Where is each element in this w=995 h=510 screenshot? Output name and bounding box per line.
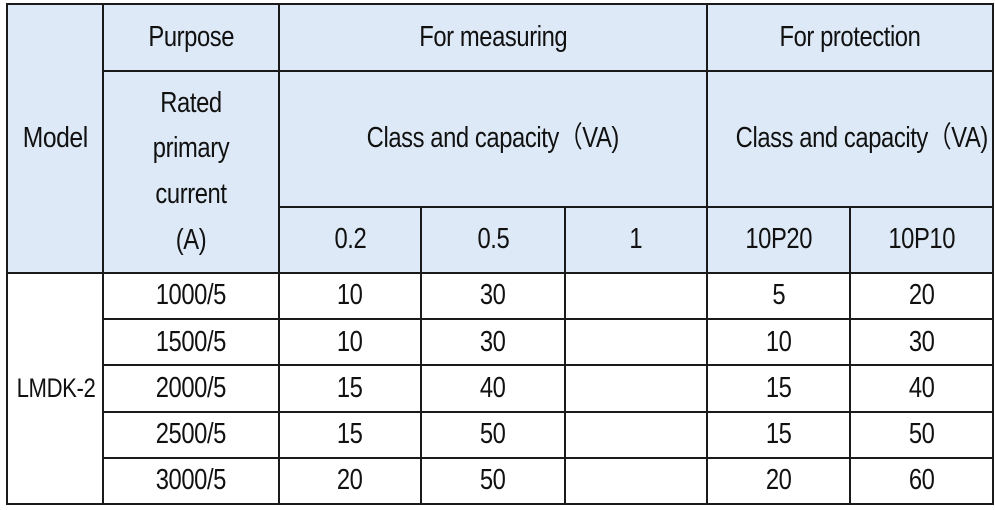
for-measuring-header: For measuring bbox=[419, 20, 568, 53]
m05-value: 40 bbox=[480, 371, 506, 404]
for-measuring-header-cell: For measuring bbox=[277, 2, 709, 73]
p10p20-value: 10 bbox=[765, 325, 792, 358]
rated-primary-current-line-2: current bbox=[155, 178, 227, 211]
class-0-2-header: 0.2 bbox=[334, 223, 366, 256]
p10p10-value: 30 bbox=[908, 325, 935, 358]
m05-value: 30 bbox=[480, 325, 506, 358]
m02-cell: 10 bbox=[278, 318, 422, 367]
p10p20-value: 20 bbox=[765, 464, 792, 497]
current-cell: 2500/5 bbox=[102, 410, 280, 459]
m05-value: 30 bbox=[480, 279, 506, 312]
table-row: 1500/5 10 30 10 30 bbox=[7, 318, 995, 367]
p10p20-value: 15 bbox=[765, 371, 792, 404]
p10p20-cell: 15 bbox=[706, 364, 852, 413]
table-row: 2000/5 15 40 15 40 bbox=[7, 364, 995, 413]
p10p10-cell: 30 bbox=[849, 318, 995, 367]
current-cell: 2000/5 bbox=[102, 364, 280, 413]
for-protection-header-cell: For protection bbox=[706, 2, 995, 73]
measuring-class-capacity-header: Class and capacity（VA) bbox=[366, 122, 620, 155]
header-row-purpose: Model Purpose For measuring For protecti… bbox=[6, 2, 995, 275]
class-1-header: 1 bbox=[629, 223, 643, 256]
p10p10-cell: 60 bbox=[849, 456, 995, 506]
m02-cell: 10 bbox=[278, 272, 422, 321]
model-header: Model bbox=[22, 121, 88, 154]
m02-cell: 15 bbox=[278, 410, 422, 459]
m1-cell bbox=[563, 272, 709, 321]
m1-cell bbox=[563, 456, 709, 506]
model-name-cell: LMDK-2 bbox=[6, 272, 104, 505]
m1-cell bbox=[563, 318, 709, 367]
m05-cell: 40 bbox=[420, 364, 566, 413]
m02-value: 20 bbox=[337, 464, 363, 497]
p10p20-cell: 20 bbox=[706, 456, 852, 506]
table-row: 2500/5 15 50 15 50 bbox=[7, 410, 995, 459]
p10p10-value: 50 bbox=[908, 417, 935, 450]
current-value: 2500/5 bbox=[155, 417, 227, 450]
table-row: LMDK-2 1000/5 10 30 5 20 bbox=[6, 272, 995, 505]
p10p20-value: 5 bbox=[772, 279, 785, 312]
m05-cell: 50 bbox=[420, 456, 566, 506]
m02-value: 10 bbox=[337, 325, 363, 358]
rated-primary-current-header-cell: Rated primary current (A) bbox=[102, 70, 280, 275]
m02-cell: 15 bbox=[278, 364, 422, 413]
class-0-2-header-cell: 0.2 bbox=[278, 205, 422, 275]
p10p10-value: 40 bbox=[908, 371, 935, 404]
m02-cell: 20 bbox=[278, 456, 422, 506]
class-0-5-header-cell: 0.5 bbox=[420, 205, 566, 275]
m02-value: 15 bbox=[337, 417, 363, 450]
p10p20-cell: 5 bbox=[706, 272, 852, 321]
p10p10-cell: 50 bbox=[849, 410, 995, 459]
m05-value: 50 bbox=[480, 464, 506, 497]
purpose-header-cell: Purpose bbox=[102, 2, 280, 73]
class-0-5-header: 0.5 bbox=[477, 223, 509, 256]
p10p10-cell: 20 bbox=[849, 272, 995, 321]
m02-value: 10 bbox=[337, 279, 363, 312]
class-10p20-header-cell: 10P20 bbox=[706, 205, 852, 275]
m05-cell: 30 bbox=[420, 272, 566, 321]
current-value: 1500/5 bbox=[155, 325, 227, 358]
current-value: 1000/5 bbox=[155, 279, 227, 312]
protection-class-capacity-header: Class and capacity（VA) bbox=[735, 122, 989, 155]
measuring-class-capacity-header-cell: Class and capacity（VA) bbox=[277, 70, 709, 208]
rated-primary-current-header: Rated primary current (A) bbox=[120, 81, 263, 264]
class-1-header-cell: 1 bbox=[563, 205, 709, 275]
current-cell: 1500/5 bbox=[102, 318, 280, 367]
p10p10-cell: 40 bbox=[849, 364, 995, 413]
rated-primary-current-line-3: (A) bbox=[175, 223, 207, 256]
current-cell: 1000/5 bbox=[102, 272, 280, 321]
model-name: LMDK-2 bbox=[16, 373, 96, 403]
p10p20-value: 15 bbox=[765, 417, 792, 450]
header-row-class-capacity: Rated primary current (A) Class and capa… bbox=[7, 70, 995, 275]
current-value: 2000/5 bbox=[155, 371, 227, 404]
current-value: 3000/5 bbox=[155, 464, 227, 497]
for-protection-header: For protection bbox=[779, 20, 921, 53]
spec-table: Model Purpose For measuring For protecti… bbox=[6, 2, 995, 506]
rated-primary-current-line-1: Rated primary bbox=[152, 86, 230, 165]
m1-cell bbox=[563, 364, 709, 413]
p10p20-cell: 10 bbox=[706, 318, 852, 367]
m1-cell bbox=[563, 410, 709, 459]
p10p10-value: 20 bbox=[908, 279, 935, 312]
header-row-classes: 0.2 0.5 1 10P20 10P10 bbox=[7, 205, 995, 275]
current-cell: 3000/5 bbox=[102, 456, 280, 506]
m05-cell: 50 bbox=[420, 410, 566, 459]
m05-cell: 30 bbox=[420, 318, 566, 367]
class-10p10-header-cell: 10P10 bbox=[849, 205, 995, 275]
purpose-header: Purpose bbox=[148, 20, 234, 53]
p10p10-value: 60 bbox=[908, 464, 935, 497]
p10p20-cell: 15 bbox=[706, 410, 852, 459]
m05-value: 50 bbox=[480, 417, 506, 450]
protection-class-capacity-header-cell: Class and capacity（VA) bbox=[706, 70, 995, 208]
m02-value: 15 bbox=[337, 371, 363, 404]
class-10p10-header: 10P10 bbox=[888, 223, 955, 256]
model-header-cell: Model bbox=[6, 2, 104, 275]
table-row: 3000/5 20 50 20 60 bbox=[7, 456, 995, 506]
class-10p20-header: 10P20 bbox=[745, 223, 812, 256]
